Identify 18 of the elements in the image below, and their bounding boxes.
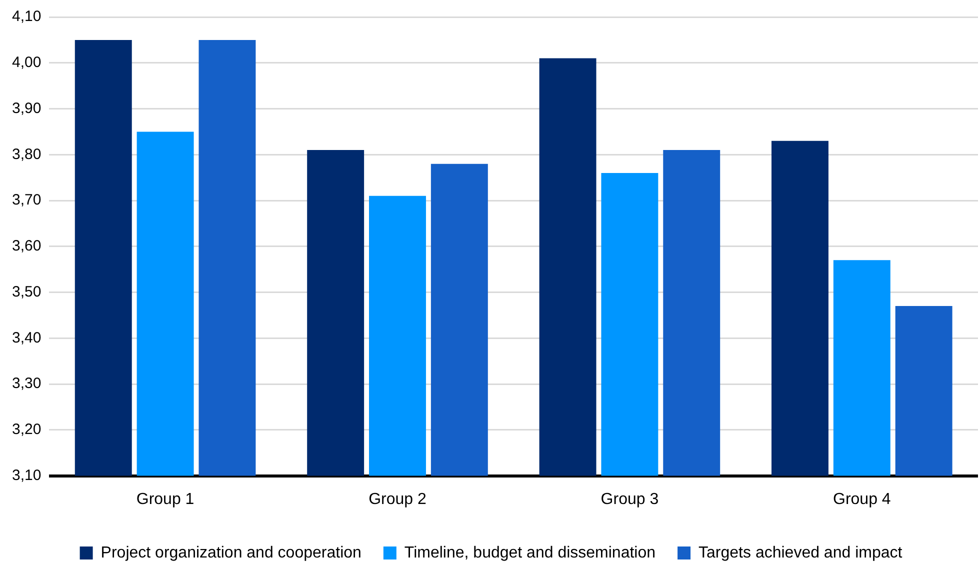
y-tick-label: 3,40	[12, 329, 42, 346]
y-tick-label: 3,30	[12, 375, 42, 392]
y-tick-label: 3,70	[12, 192, 42, 209]
y-tick-label: 3,80	[12, 146, 42, 163]
y-tick-label: 3,90	[12, 100, 42, 117]
x-tick-label: Group 1	[136, 490, 194, 508]
y-tick-label: 4,10	[12, 8, 42, 26]
y-tick-label: 4,00	[12, 54, 42, 72]
legend-label: Timeline, budget and dissemination	[404, 544, 656, 562]
y-tick-label: 3,60	[12, 238, 42, 255]
legend-label: Project organization and cooperation	[100, 544, 362, 562]
y-tick-label: 3,10	[12, 466, 42, 484]
legend-label: Targets achieved and impact	[698, 544, 903, 562]
y-tick-label: 3,50	[12, 283, 42, 300]
x-tick-label: Group 3	[600, 490, 659, 508]
x-tick-label: Group 2	[368, 490, 427, 508]
y-tick-label: 3,20	[12, 421, 42, 438]
x-tick-label: Group 4	[832, 490, 891, 508]
